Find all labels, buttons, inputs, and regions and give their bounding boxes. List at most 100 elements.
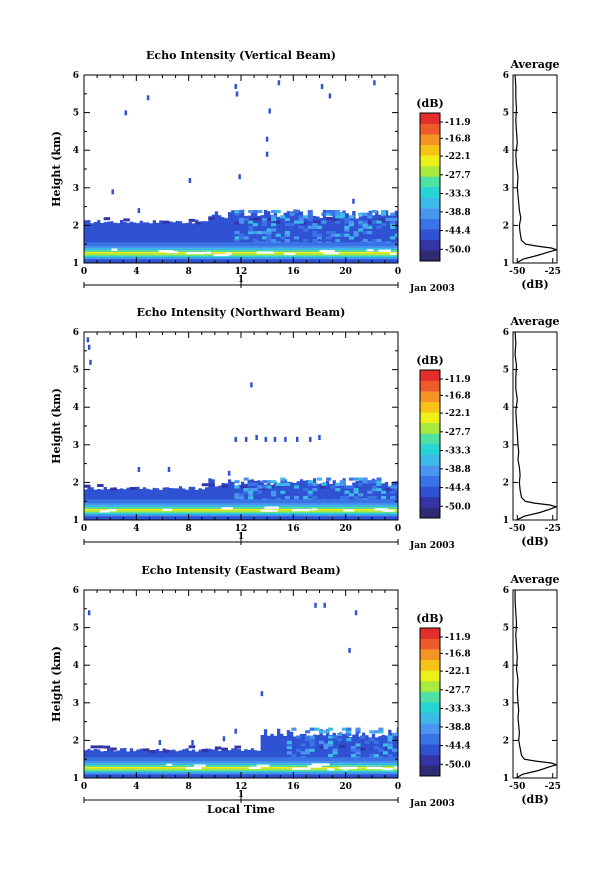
echo-cell: [373, 740, 379, 744]
y-tick-label: 2: [73, 221, 79, 231]
echo-cell: [319, 745, 327, 749]
colorbar-swatch: [420, 380, 440, 392]
echo-cell: [188, 745, 196, 749]
echo-cell: [275, 209, 281, 214]
scatter-echo: [328, 93, 332, 99]
echo-cell: [321, 220, 327, 224]
echo-cell: [257, 490, 263, 494]
echo-cell: [300, 751, 306, 755]
profile-line: [514, 332, 557, 520]
echo-cell: [339, 744, 346, 748]
echo-cell: [239, 209, 245, 214]
echo-cell: [371, 220, 377, 224]
echo-cell: [392, 732, 398, 737]
echo-cell: [367, 212, 373, 216]
echo-strong-band: [84, 255, 398, 258]
y-tick-label: 2: [73, 478, 79, 488]
echo-cell: [97, 484, 104, 488]
echo-cell: [353, 477, 359, 481]
echo-cell: [284, 233, 290, 237]
echo-strong-band: [84, 503, 398, 505]
data-gap: [221, 507, 234, 510]
echo-cell: [303, 488, 309, 492]
profile-x-tick-label: -50: [509, 267, 525, 277]
colorbar-swatch: [420, 134, 440, 146]
data-gap: [264, 506, 279, 509]
profile-y-tick-label: 5: [503, 624, 509, 634]
scatter-echo: [188, 178, 192, 184]
echo-cell: [261, 223, 268, 227]
y-tick-label: 3: [73, 441, 79, 451]
day-label: 1: [238, 275, 244, 285]
echo-cell: [252, 482, 258, 486]
y-tick-label: 4: [73, 661, 79, 671]
profile-y-tick-label: 6: [503, 71, 509, 81]
echo-cell: [394, 488, 398, 492]
echo-cell: [387, 746, 393, 750]
scatter-echo: [318, 435, 321, 441]
echo-cell: [312, 220, 320, 224]
echo-cell: [367, 480, 373, 484]
colorbar-swatch: [420, 433, 440, 445]
panel-title: Echo Intensity (Northward Beam): [137, 306, 346, 319]
x-tick-label: 0: [81, 782, 87, 792]
echo-cell: [280, 490, 286, 494]
echo-cell: [303, 238, 309, 243]
colorbar-swatch: [420, 454, 440, 466]
echo-cell: [275, 233, 281, 237]
echo-cell: [390, 220, 396, 224]
echo-cell: [266, 233, 272, 237]
echo-cell: [332, 751, 338, 755]
data-gap: [374, 508, 389, 511]
plot-area: [84, 337, 398, 520]
colorbar-swatch: [420, 391, 440, 403]
colorbar-swatch: [420, 754, 440, 766]
y-tick-label: 6: [73, 328, 79, 338]
echo-cell: [387, 735, 393, 739]
colorbar-swatch: [420, 507, 440, 519]
colorbar-swatch: [420, 638, 440, 650]
scatter-echo: [277, 80, 281, 86]
echo-cell: [312, 488, 318, 492]
colorbar-frame: [419, 627, 441, 777]
colorbar-label: -44.4: [445, 227, 471, 237]
echo-cell: [280, 482, 286, 486]
y-tick-label: 5: [73, 109, 79, 119]
profile-x-tick-label: -50: [509, 524, 525, 534]
echo-cell: [335, 482, 341, 486]
x-tick-label: 4: [133, 524, 139, 534]
echo-cell: [303, 228, 309, 232]
echo-cell: [376, 238, 382, 243]
echo-cell: [380, 209, 387, 214]
echo-strong-band: [84, 768, 398, 771]
echo-cell: [344, 233, 350, 237]
echo-cell: [252, 488, 258, 492]
echo-cell: [234, 209, 240, 214]
data-gap: [292, 767, 311, 770]
echo-cell: [358, 747, 366, 751]
data-gap: [366, 249, 374, 252]
y-tick-label: 4: [73, 146, 79, 156]
echo-cell: [360, 735, 366, 739]
data-gap: [378, 249, 391, 252]
echo-cell: [271, 490, 277, 494]
echo-cell: [289, 223, 295, 227]
echo-cell: [261, 217, 268, 222]
echo-cell: [110, 487, 117, 491]
echo-cell: [355, 743, 361, 747]
echo-cell: [396, 748, 398, 752]
echo-cell: [305, 738, 311, 742]
y-tick-label: 5: [73, 624, 79, 634]
echo-cell: [284, 495, 290, 500]
x-tick-label: 8: [186, 524, 192, 534]
echo-cell: [346, 738, 352, 742]
profile-y-tick-label: 3: [503, 699, 509, 709]
profile-title: Average: [509, 315, 559, 328]
profile-y-tick-label: 1: [503, 516, 509, 526]
profile-x-tick-label: -50: [509, 782, 525, 792]
data-gap: [307, 765, 322, 768]
data-gap: [193, 764, 206, 767]
echo-cell: [390, 212, 396, 216]
echo-strong-band: [84, 247, 398, 250]
echo-cell: [339, 212, 345, 216]
